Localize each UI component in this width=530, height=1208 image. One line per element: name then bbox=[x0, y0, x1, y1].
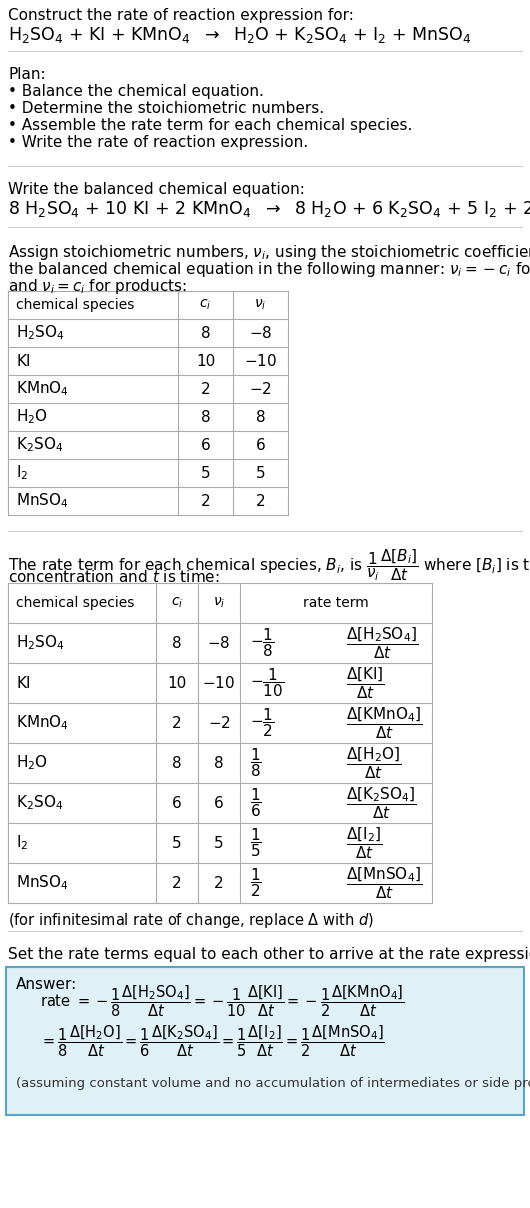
Text: $= \dfrac{1}{8}\dfrac{\Delta[\mathrm{H_2O}]}{\Delta t} = \dfrac{1}{6}\dfrac{\Del: $= \dfrac{1}{8}\dfrac{\Delta[\mathrm{H_2… bbox=[40, 1023, 385, 1058]
Text: MnSO$_4$: MnSO$_4$ bbox=[16, 873, 69, 893]
Text: 2: 2 bbox=[172, 876, 182, 890]
Text: 8: 8 bbox=[172, 635, 182, 650]
Text: K$_2$SO$_4$: K$_2$SO$_4$ bbox=[16, 436, 64, 454]
Text: 5: 5 bbox=[172, 836, 182, 850]
Text: $\nu_i$: $\nu_i$ bbox=[213, 596, 225, 610]
Text: $-$8: $-$8 bbox=[207, 635, 231, 651]
Text: $\dfrac{\Delta[\mathrm{KI}]}{\Delta t}$: $\dfrac{\Delta[\mathrm{KI}]}{\Delta t}$ bbox=[346, 666, 384, 701]
Text: 6: 6 bbox=[255, 437, 266, 453]
Text: $\dfrac{\Delta[\mathrm{K_2SO_4}]}{\Delta t}$: $\dfrac{\Delta[\mathrm{K_2SO_4}]}{\Delta… bbox=[346, 785, 417, 821]
Text: KMnO$_4$: KMnO$_4$ bbox=[16, 714, 69, 732]
Text: 8 H$_2$SO$_4$ + 10 KI + 2 KMnO$_4$  $\rightarrow$  8 H$_2$O + 6 K$_2$SO$_4$ + 5 : 8 H$_2$SO$_4$ + 10 KI + 2 KMnO$_4$ $\rig… bbox=[8, 199, 530, 219]
Text: concentration and $t$ is time:: concentration and $t$ is time: bbox=[8, 569, 220, 585]
Text: $-$10: $-$10 bbox=[244, 353, 277, 368]
Text: 10: 10 bbox=[167, 675, 187, 691]
Text: 2: 2 bbox=[201, 494, 210, 509]
Text: 8: 8 bbox=[201, 410, 210, 424]
Text: $\dfrac{1}{2}$: $\dfrac{1}{2}$ bbox=[250, 866, 262, 900]
Text: 6: 6 bbox=[201, 437, 210, 453]
Text: KI: KI bbox=[16, 675, 31, 691]
Text: 8: 8 bbox=[214, 755, 224, 771]
Text: Plan:: Plan: bbox=[8, 66, 46, 82]
Text: I$_2$: I$_2$ bbox=[16, 464, 28, 482]
Text: $-\dfrac{1}{2}$: $-\dfrac{1}{2}$ bbox=[250, 707, 275, 739]
Text: $\dfrac{1}{8}$: $\dfrac{1}{8}$ bbox=[250, 747, 262, 779]
Text: 8: 8 bbox=[255, 410, 266, 424]
Text: 2: 2 bbox=[214, 876, 224, 890]
Text: and $\nu_i = c_i$ for products:: and $\nu_i = c_i$ for products: bbox=[8, 277, 187, 296]
Text: $c_i$: $c_i$ bbox=[199, 298, 211, 312]
Text: rate $= -\dfrac{1}{8}\dfrac{\Delta[\mathrm{H_2SO_4}]}{\Delta t} = -\dfrac{1}{10}: rate $= -\dfrac{1}{8}\dfrac{\Delta[\math… bbox=[40, 983, 405, 1018]
FancyBboxPatch shape bbox=[6, 966, 524, 1115]
Text: Answer:: Answer: bbox=[16, 977, 77, 992]
Text: H$_2$SO$_4$ + KI + KMnO$_4$  $\rightarrow$  H$_2$O + K$_2$SO$_4$ + I$_2$ + MnSO$: H$_2$SO$_4$ + KI + KMnO$_4$ $\rightarrow… bbox=[8, 25, 472, 45]
Text: $\dfrac{\Delta[\mathrm{MnSO_4}]}{\Delta t}$: $\dfrac{\Delta[\mathrm{MnSO_4}]}{\Delta … bbox=[346, 865, 422, 901]
Text: MnSO$_4$: MnSO$_4$ bbox=[16, 492, 69, 510]
Text: 2: 2 bbox=[255, 494, 266, 509]
Text: I$_2$: I$_2$ bbox=[16, 834, 28, 853]
Text: chemical species: chemical species bbox=[16, 298, 135, 312]
Text: • Determine the stoichiometric numbers.: • Determine the stoichiometric numbers. bbox=[8, 101, 324, 116]
Text: $-$10: $-$10 bbox=[202, 675, 235, 691]
Text: K$_2$SO$_4$: K$_2$SO$_4$ bbox=[16, 794, 64, 812]
Text: H$_2$SO$_4$: H$_2$SO$_4$ bbox=[16, 324, 65, 342]
Text: 8: 8 bbox=[172, 755, 182, 771]
Text: $\dfrac{\Delta[\mathrm{I_2}]}{\Delta t}$: $\dfrac{\Delta[\mathrm{I_2}]}{\Delta t}$ bbox=[346, 825, 382, 861]
Text: $\dfrac{\Delta[\mathrm{KMnO_4}]}{\Delta t}$: $\dfrac{\Delta[\mathrm{KMnO_4}]}{\Delta … bbox=[346, 705, 422, 741]
Text: the balanced chemical equation in the following manner: $\nu_i = -c_i$ for react: the balanced chemical equation in the fo… bbox=[8, 260, 530, 279]
Text: $-$2: $-$2 bbox=[249, 381, 272, 397]
Text: $\dfrac{\Delta[\mathrm{H_2SO_4}]}{\Delta t}$: $\dfrac{\Delta[\mathrm{H_2SO_4}]}{\Delta… bbox=[346, 625, 418, 661]
Text: The rate term for each chemical species, $B_i$, is $\dfrac{1}{\nu_i}\dfrac{\Delt: The rate term for each chemical species,… bbox=[8, 547, 530, 582]
Text: rate term: rate term bbox=[303, 596, 369, 610]
Text: $c_i$: $c_i$ bbox=[171, 596, 183, 610]
Text: Construct the rate of reaction expression for:: Construct the rate of reaction expressio… bbox=[8, 8, 354, 23]
Text: $-$2: $-$2 bbox=[208, 715, 231, 731]
Text: Set the rate terms equal to each other to arrive at the rate expression:: Set the rate terms equal to each other t… bbox=[8, 947, 530, 962]
Text: 5: 5 bbox=[214, 836, 224, 850]
Text: (for infinitesimal rate of change, replace $\Delta$ with $d$): (for infinitesimal rate of change, repla… bbox=[8, 911, 374, 930]
Text: H$_2$SO$_4$: H$_2$SO$_4$ bbox=[16, 634, 65, 652]
Text: 6: 6 bbox=[214, 796, 224, 811]
Text: Assign stoichiometric numbers, $\nu_i$, using the stoichiometric coefficients, $: Assign stoichiometric numbers, $\nu_i$, … bbox=[8, 243, 530, 262]
Text: H$_2$O: H$_2$O bbox=[16, 407, 48, 426]
Text: • Write the rate of reaction expression.: • Write the rate of reaction expression. bbox=[8, 135, 308, 150]
Text: $\nu_i$: $\nu_i$ bbox=[254, 298, 267, 312]
Text: $-$8: $-$8 bbox=[249, 325, 272, 341]
Text: chemical species: chemical species bbox=[16, 596, 135, 610]
Text: $\dfrac{1}{6}$: $\dfrac{1}{6}$ bbox=[250, 786, 262, 819]
Text: 2: 2 bbox=[201, 382, 210, 396]
Text: 5: 5 bbox=[255, 465, 266, 481]
Text: $\dfrac{1}{5}$: $\dfrac{1}{5}$ bbox=[250, 826, 262, 859]
Text: 2: 2 bbox=[172, 715, 182, 731]
Text: Write the balanced chemical equation:: Write the balanced chemical equation: bbox=[8, 182, 305, 197]
Text: 5: 5 bbox=[201, 465, 210, 481]
Text: 8: 8 bbox=[201, 325, 210, 341]
Text: 10: 10 bbox=[196, 354, 215, 368]
Text: $-\dfrac{1}{8}$: $-\dfrac{1}{8}$ bbox=[250, 627, 275, 660]
Text: H$_2$O: H$_2$O bbox=[16, 754, 48, 772]
Text: • Assemble the rate term for each chemical species.: • Assemble the rate term for each chemic… bbox=[8, 118, 412, 133]
Text: $-\dfrac{1}{10}$: $-\dfrac{1}{10}$ bbox=[250, 667, 284, 699]
Text: KI: KI bbox=[16, 354, 31, 368]
Text: 6: 6 bbox=[172, 796, 182, 811]
Text: (assuming constant volume and no accumulation of intermediates or side products): (assuming constant volume and no accumul… bbox=[16, 1078, 530, 1090]
Text: KMnO$_4$: KMnO$_4$ bbox=[16, 379, 69, 399]
Text: • Balance the chemical equation.: • Balance the chemical equation. bbox=[8, 85, 264, 99]
Text: $\dfrac{\Delta[\mathrm{H_2O}]}{\Delta t}$: $\dfrac{\Delta[\mathrm{H_2O}]}{\Delta t}… bbox=[346, 745, 401, 780]
